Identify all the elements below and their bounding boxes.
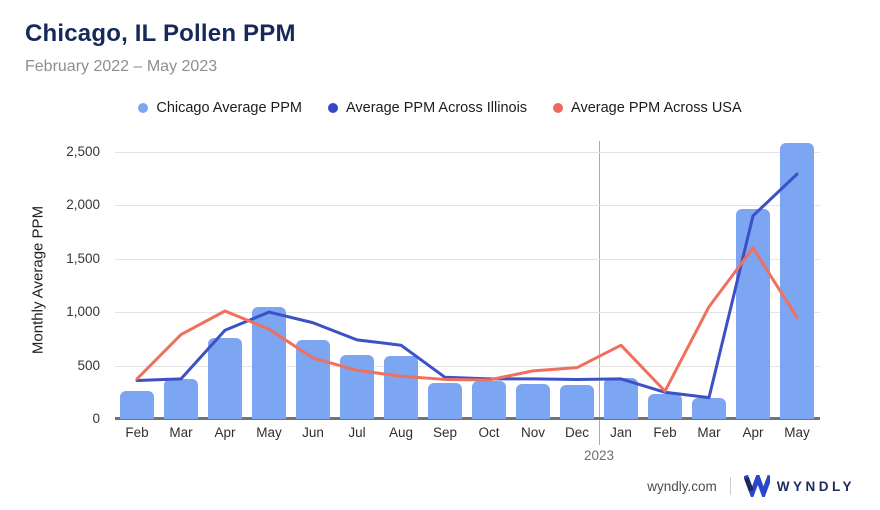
usa-line: [135, 246, 799, 393]
x-tick-label-5: Jul: [348, 425, 366, 440]
brand-name: WYNDLY: [776, 478, 855, 494]
bar-oct-8: [472, 380, 506, 419]
x-tick-label-7: Sep: [432, 425, 458, 440]
bar-may-15: [780, 143, 814, 419]
y-axis-title: Monthly Average PPM: [29, 205, 47, 355]
legend-dot: [553, 103, 564, 113]
x-tick-label-14: Apr: [742, 425, 764, 440]
gridline: [115, 205, 820, 207]
site-link[interactable]: wyndly.com: [647, 478, 717, 494]
bar-mar-13: [692, 397, 726, 419]
legend-item-1: Average PPM Across Illinois: [327, 100, 528, 116]
bar-aug-6: [384, 355, 418, 419]
year-label: 2023: [583, 448, 615, 463]
bar-feb-12: [648, 394, 682, 419]
bar-sep-7: [428, 382, 462, 419]
gridline: [115, 312, 820, 314]
y-tick-label: 0: [92, 411, 100, 426]
x-tick-label-1: Mar: [169, 425, 193, 440]
gridline: [115, 258, 820, 260]
chart-legend: Chicago Average PPM Average PPM Across Il…: [0, 100, 880, 116]
x-tick-label-6: Aug: [388, 425, 414, 440]
footer-branding: wyndly.com WYNDLY: [647, 475, 855, 497]
legend-label: Chicago Average PPM: [156, 100, 302, 116]
legend-dot: [138, 103, 149, 113]
bar-apr-14: [736, 209, 770, 419]
bar-apr-2: [208, 337, 242, 419]
x-tick-label-8: Oct: [478, 425, 500, 440]
date-range-subtitle: February 2022 – May 2023: [25, 58, 218, 75]
x-tick-label-10: Dec: [564, 425, 589, 440]
x-tick-label-12: Feb: [653, 425, 677, 440]
legend-dot: [327, 103, 338, 113]
wyndly-logo-icon: [743, 475, 770, 497]
footer-separator: [729, 477, 731, 495]
plot-area: [115, 141, 820, 419]
bar-jun-4: [296, 339, 330, 419]
y-tick-label: 2,000: [66, 197, 100, 213]
page-title: Chicago, IL Pollen PPM: [25, 20, 296, 47]
gridline: [115, 151, 820, 153]
x-tick-label-9: Nov: [520, 425, 545, 440]
bar-jul-5: [340, 354, 374, 419]
x-tick-label-3: May: [256, 425, 282, 440]
legend-item-0: Chicago Average PPM: [138, 100, 302, 116]
x-tick-label-2: Apr: [214, 425, 236, 440]
bar-nov-9: [516, 383, 550, 419]
bar-feb-0: [120, 391, 154, 419]
x-tick-label-15: May: [784, 425, 810, 440]
y-tick-label: 1,000: [66, 304, 100, 320]
bar-jan-11: [604, 378, 638, 419]
bar-dec-10: [560, 384, 594, 419]
x-axis-line: [115, 417, 820, 420]
x-tick-label-0: Feb: [125, 425, 149, 440]
legend-label: Average PPM Across USA: [571, 100, 742, 116]
legend-item-2: Average PPM Across USA: [553, 100, 742, 116]
x-tick-label-13: Mar: [697, 425, 721, 440]
x-tick-label-4: Jun: [302, 425, 324, 440]
legend-label: Average PPM Across Illinois: [345, 100, 528, 116]
gridline: [115, 365, 820, 367]
bar-mar-1: [164, 378, 198, 419]
brand-lockup: WYNDLY: [743, 475, 855, 497]
year-divider-line: [599, 141, 600, 445]
y-tick-label: 2,500: [66, 143, 100, 159]
y-tick-label: 500: [77, 357, 100, 373]
illinois-line: [135, 172, 799, 400]
x-tick-label-11: Jan: [610, 425, 632, 440]
y-tick-label: 1,500: [66, 250, 100, 266]
